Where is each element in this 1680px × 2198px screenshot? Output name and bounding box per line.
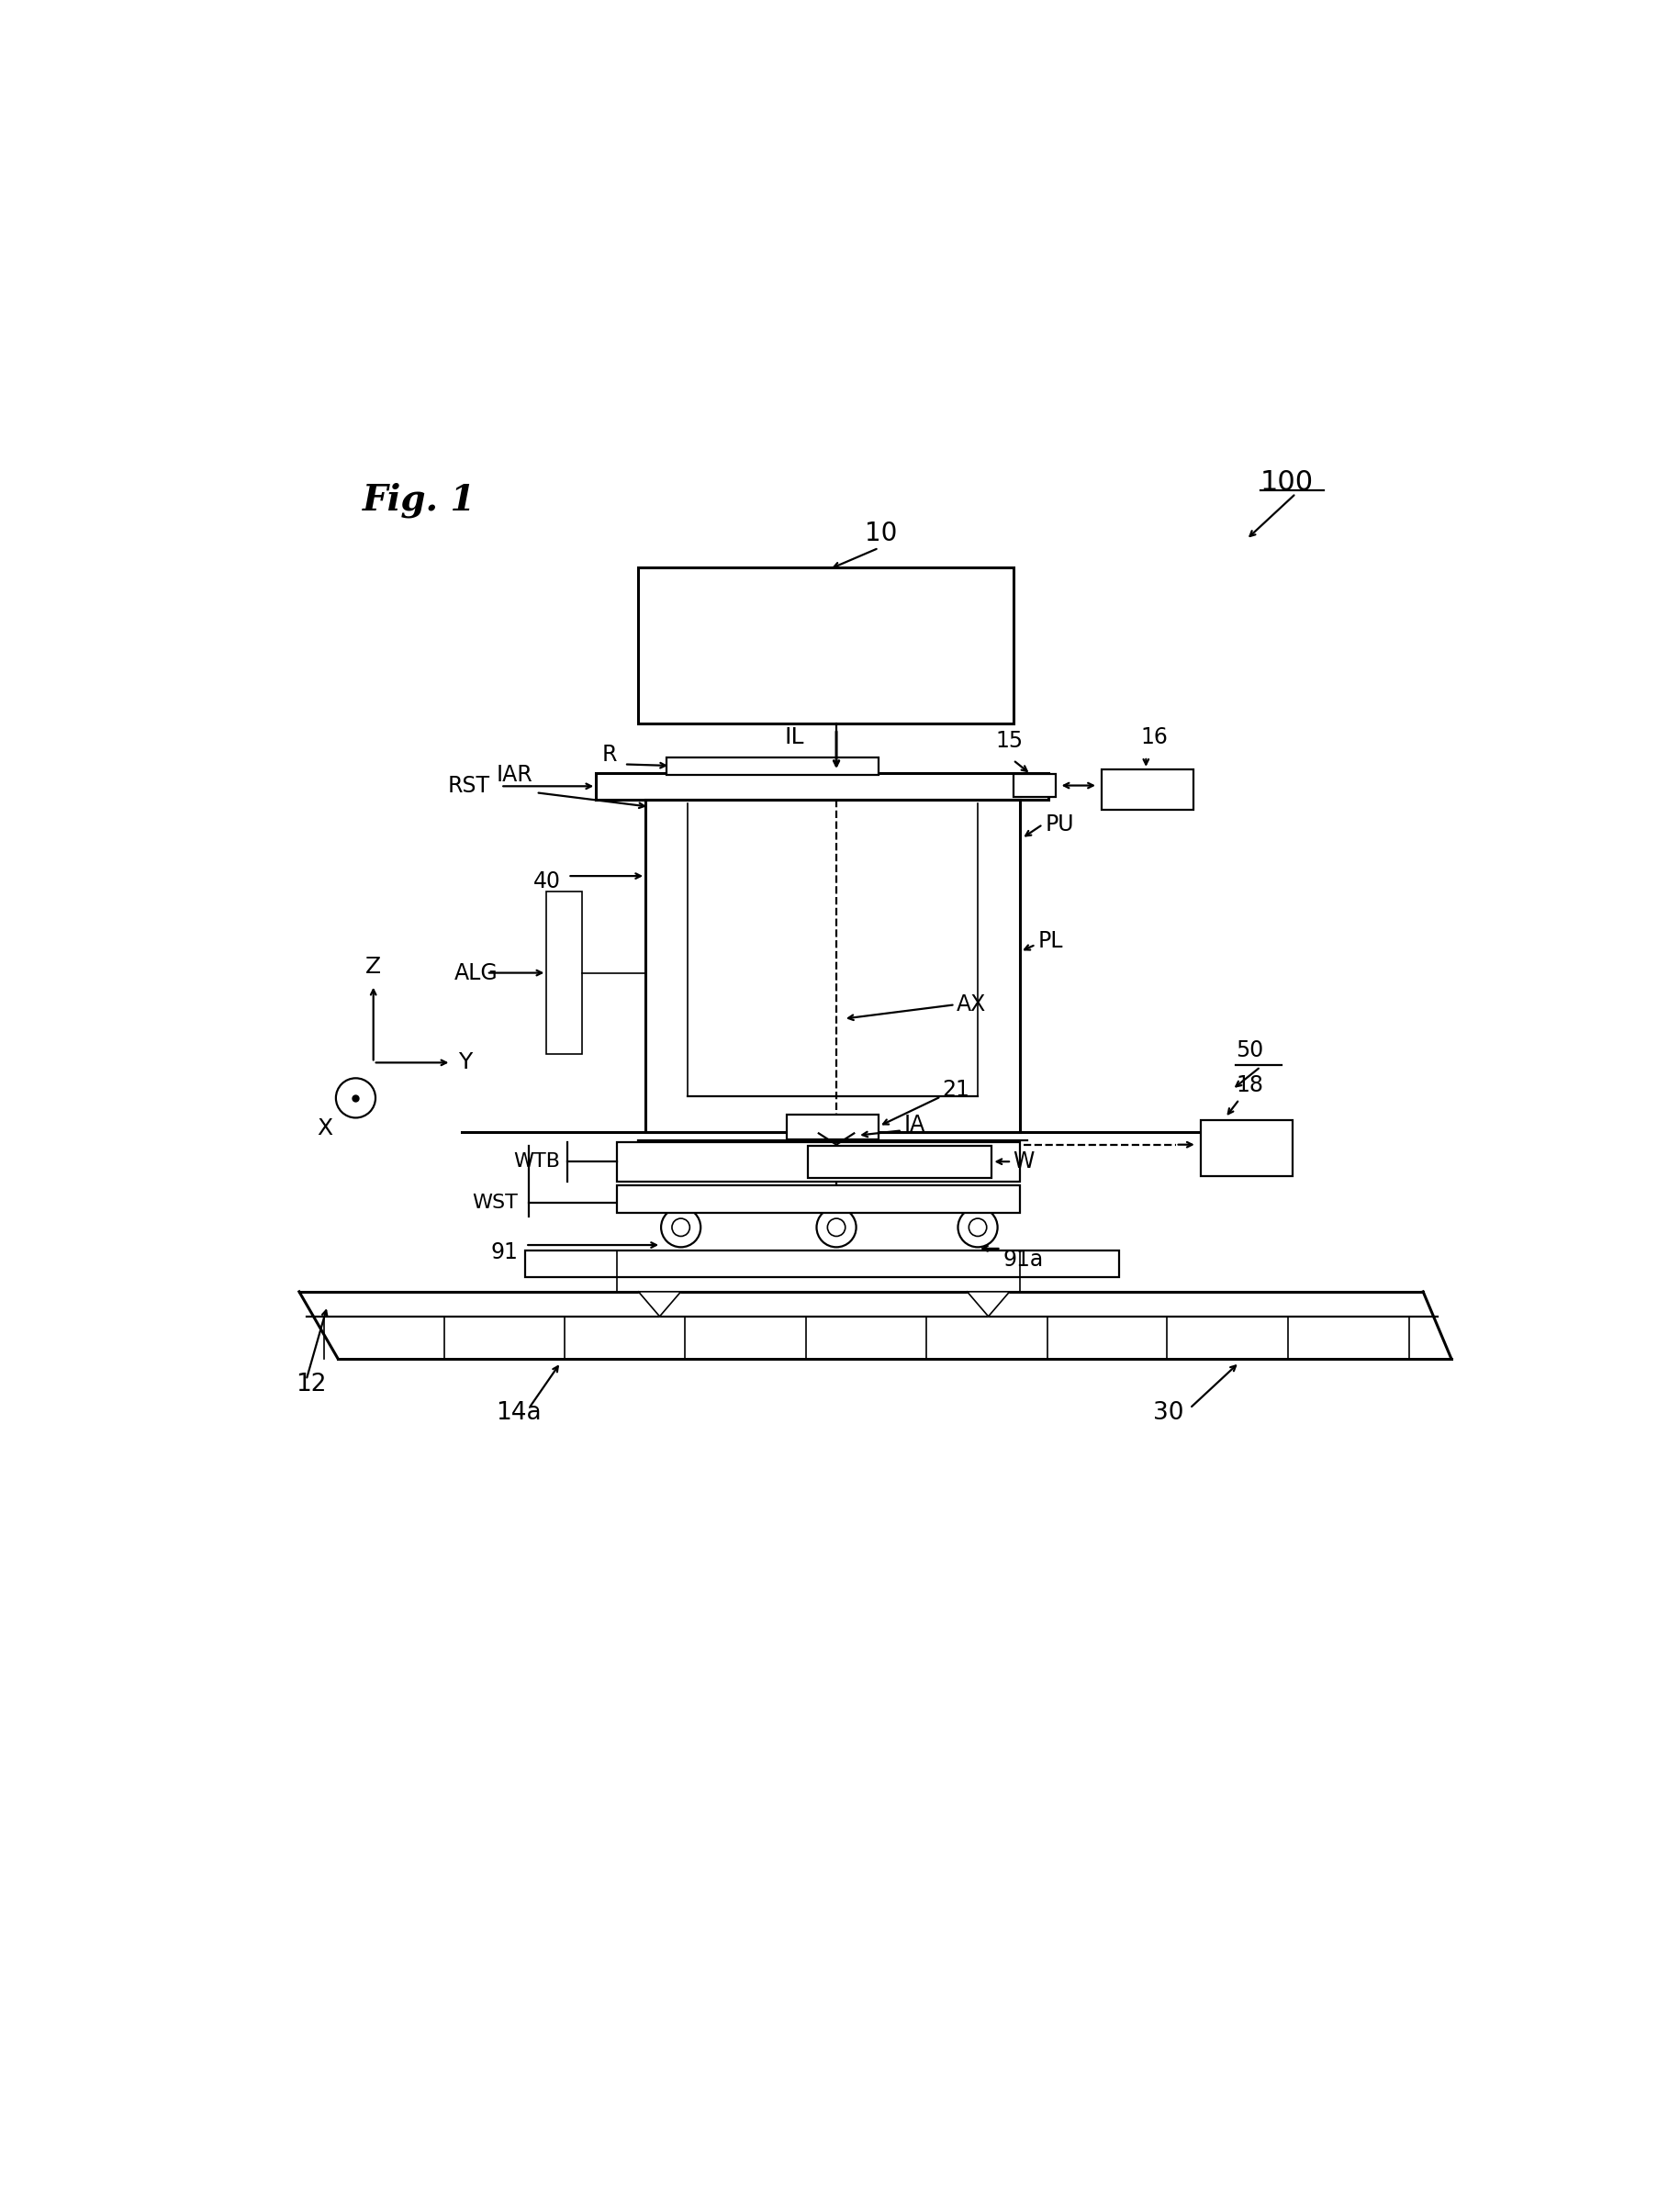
Bar: [546, 892, 581, 1055]
Bar: [1013, 774, 1055, 798]
Text: 40: 40: [533, 870, 561, 892]
Text: X: X: [316, 1119, 333, 1141]
Bar: [786, 1114, 879, 1139]
Text: WST: WST: [472, 1194, 517, 1211]
Bar: [617, 1185, 1020, 1213]
Text: Y: Y: [459, 1051, 472, 1073]
Text: 18: 18: [1235, 1075, 1263, 1097]
Bar: [645, 800, 1020, 1132]
Text: 91a: 91a: [1001, 1248, 1043, 1270]
Text: Z: Z: [365, 956, 381, 978]
Polygon shape: [638, 1292, 680, 1317]
Text: RST: RST: [447, 776, 491, 798]
Text: 91: 91: [491, 1242, 517, 1264]
Text: WTB: WTB: [514, 1152, 561, 1172]
Bar: [638, 567, 1013, 723]
Text: ALG: ALG: [454, 963, 499, 985]
Bar: [617, 1143, 1020, 1180]
Bar: [596, 774, 1048, 800]
Polygon shape: [966, 1292, 1010, 1317]
Bar: [1100, 769, 1193, 811]
Text: PL: PL: [1037, 930, 1062, 952]
Text: 21: 21: [942, 1079, 969, 1101]
Text: IA: IA: [904, 1114, 924, 1136]
Text: 12: 12: [296, 1374, 326, 1398]
Bar: [808, 1145, 991, 1178]
Text: W: W: [1013, 1150, 1033, 1172]
Text: 100: 100: [1260, 468, 1314, 495]
Text: Fig. 1: Fig. 1: [363, 484, 475, 519]
Text: 16: 16: [1139, 725, 1168, 747]
Text: IL: IL: [785, 725, 805, 750]
Text: PU: PU: [1045, 813, 1074, 835]
Text: 30: 30: [1152, 1402, 1183, 1424]
Text: IAR: IAR: [496, 763, 533, 785]
Bar: [1200, 1121, 1292, 1176]
Text: 10: 10: [864, 521, 897, 547]
Text: 14a: 14a: [496, 1402, 541, 1424]
Bar: [667, 758, 879, 776]
Text: 15: 15: [995, 730, 1023, 752]
Text: 50: 50: [1235, 1040, 1263, 1062]
Bar: [526, 1251, 1119, 1277]
Text: R: R: [601, 745, 617, 767]
Text: AX: AX: [956, 993, 986, 1015]
